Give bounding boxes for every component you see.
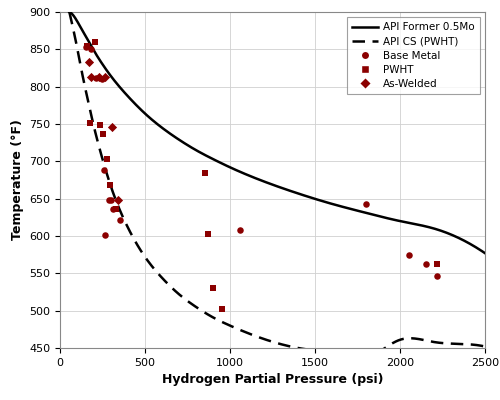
Point (96, 74, 104, 80)
X-axis label: Hydrogen Partial Pressure (psi): Hydrogen Partial Pressure (psi) (162, 373, 384, 386)
Point (105, 197, 113, 203)
Point (432, 261, 440, 268)
Point (88, 45, 96, 52)
Point (86, 119, 94, 126)
Point (82, 44, 90, 50)
Point (434, 272, 442, 279)
Point (109, 206, 117, 212)
Point (99, 131, 107, 138)
Point (422, 260, 430, 267)
Point (202, 169, 209, 176)
Point (218, 306, 226, 312)
Point (209, 284, 217, 291)
Point (116, 217, 124, 224)
Y-axis label: Temperature (°F): Temperature (°F) (10, 120, 24, 240)
Point (362, 201, 370, 207)
Point (404, 252, 412, 258)
Point (107, 197, 115, 203)
Point (96, 122, 104, 129)
Point (104, 156, 112, 162)
Point (106, 182, 114, 188)
Point (100, 74, 108, 80)
Point (87, 74, 95, 80)
Point (85, 59, 93, 65)
Point (100, 167, 108, 174)
Point (236, 227, 244, 233)
Point (92, 39, 100, 45)
Legend: API Former 0.5Mo, API CS (PWHT), Base Metal, PWHT, As-Welded: API Former 0.5Mo, API CS (PWHT), Base Me… (346, 17, 480, 94)
Point (83, 42, 91, 49)
Point (108, 124, 116, 130)
Point (92, 74, 100, 81)
Point (114, 197, 122, 203)
Point (204, 230, 212, 237)
Point (112, 206, 120, 212)
Point (100, 231, 108, 238)
Point (98, 76, 106, 82)
